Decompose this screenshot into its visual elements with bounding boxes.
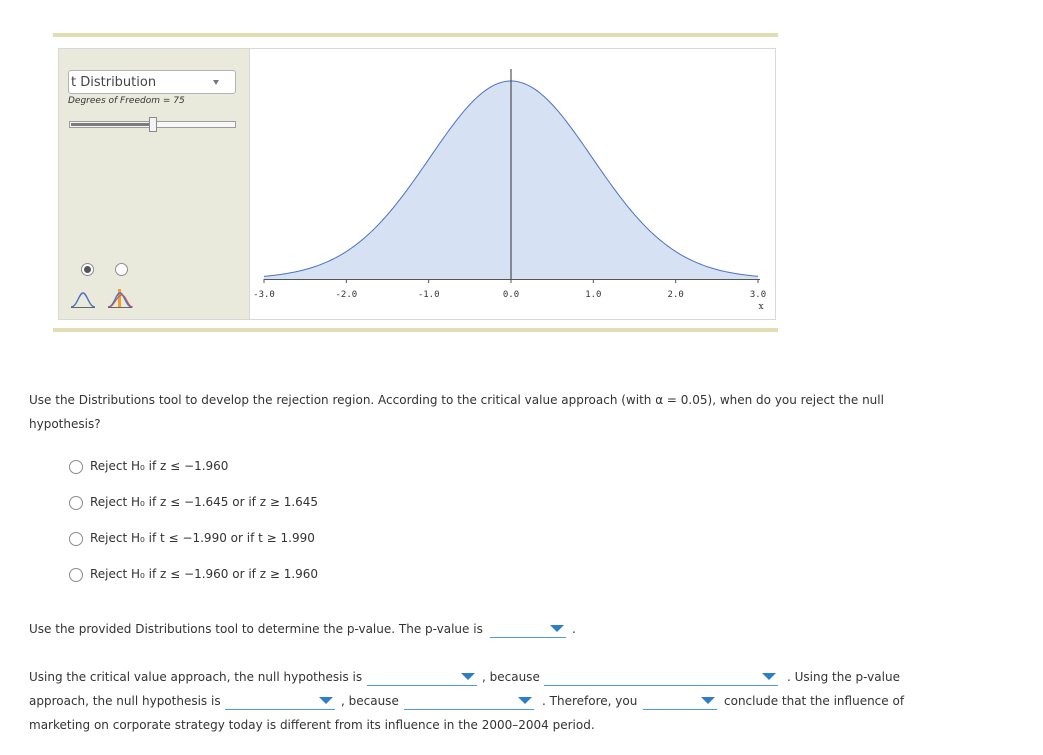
degrees-of-freedom-label: Degrees of Freedom = 75 [68, 96, 185, 106]
critical-value-decision-dropdown[interactable] [367, 669, 477, 686]
slider-handle[interactable] [148, 117, 157, 132]
distribution-plot: -3.0 -2.0 -1.0 0.0 1.0 2.0 3.0 x [253, 69, 766, 312]
two-tails-mode-radio[interactable] [115, 263, 128, 276]
caret-down-icon [762, 673, 776, 680]
distribution-select-value: t Distribution [71, 75, 157, 90]
question1-line2: hypothesis? [29, 417, 101, 431]
single-curve-mode-radio[interactable] [81, 263, 94, 276]
distributions-tool: t Distribution Degrees of Freedom = 75 -… [58, 48, 776, 320]
answer-radio-1[interactable] [69, 460, 83, 474]
x-axis-ticks: -3.0 -2.0 -1.0 0.0 1.0 2.0 3.0 [253, 279, 766, 300]
single-curve-icon[interactable] [69, 287, 97, 311]
chevron-down-icon [213, 80, 219, 85]
answer-radio-2[interactable] [69, 496, 83, 510]
answer-option-label-2: Reject H₀ if z ≤ −1.645 or if z ≥ 1.645 [90, 495, 319, 509]
x-tick-label: 3.0 [750, 290, 766, 300]
question3-line1-b: , because [482, 670, 540, 684]
question2-end: . [572, 622, 576, 636]
x-tick-label: 1.0 [585, 290, 601, 300]
caret-down-icon [319, 697, 333, 704]
caret-down-icon [550, 625, 564, 632]
caret-down-icon [701, 697, 715, 704]
answer-option-label-4: Reject H₀ if z ≤ −1.960 or if z ≥ 1.960 [90, 567, 319, 581]
p-value-reason-dropdown[interactable] [404, 693, 534, 710]
distribution-select[interactable]: t Distribution [68, 70, 236, 94]
question1-line1: Use the Distributions tool to develop th… [29, 393, 884, 407]
two-tails-curve-icon[interactable] [106, 287, 134, 311]
question3-line2-b: , because [341, 694, 399, 708]
question3-line2-d: conclude that the influence of [724, 694, 905, 708]
top-divider [53, 33, 778, 37]
x-tick-label: 0.0 [503, 290, 519, 300]
x-tick-label: 2.0 [668, 290, 684, 300]
answer-radio-3[interactable] [69, 532, 83, 546]
question3-line2-a: approach, the null hypothesis is [29, 694, 221, 708]
caret-down-icon [461, 673, 475, 680]
question3-line1-c: . Using the p-value [787, 670, 900, 684]
question3-line3: marketing on corporate strategy today is… [29, 718, 595, 732]
answer-option-label-3: Reject H₀ if t ≤ −1.990 or if t ≥ 1.990 [90, 531, 315, 545]
bottom-divider [53, 328, 778, 332]
p-value-dropdown[interactable] [490, 621, 566, 638]
question2-text: Use the provided Distributions tool to d… [29, 622, 483, 636]
question3-line2-c: . Therefore, you [542, 694, 638, 708]
tool-control-panel: t Distribution Degrees of Freedom = 75 [59, 49, 250, 319]
x-tick-label: -1.0 [418, 290, 440, 300]
answer-option-label-1: Reject H₀ if z ≤ −1.960 [90, 459, 229, 473]
question3-line1-a: Using the critical value approach, the n… [29, 670, 363, 684]
conclusion-dropdown[interactable] [643, 693, 717, 710]
x-axis-label: x [758, 302, 763, 312]
answer-radio-4[interactable] [69, 568, 83, 582]
degrees-of-freedom-slider[interactable] [69, 117, 236, 132]
critical-value-reason-dropdown[interactable] [544, 669, 778, 686]
slider-fill [71, 123, 153, 126]
caret-down-icon [518, 697, 532, 704]
p-value-decision-dropdown[interactable] [225, 693, 335, 710]
x-tick-label: -3.0 [253, 290, 275, 300]
x-tick-label: -2.0 [335, 290, 357, 300]
